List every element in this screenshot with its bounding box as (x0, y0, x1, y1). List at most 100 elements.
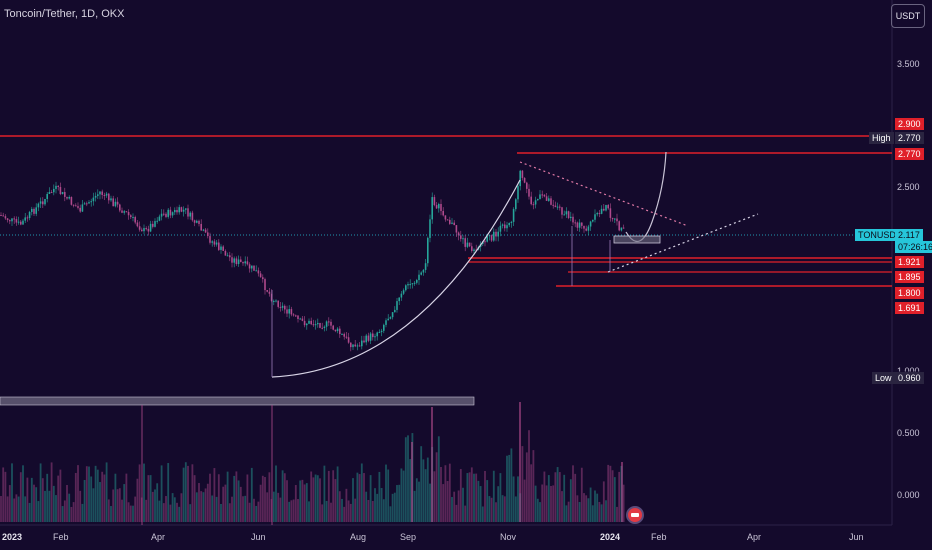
volume-bar (63, 500, 66, 522)
candle-body (400, 293, 403, 298)
candle-body (317, 322, 319, 325)
candle-body (42, 201, 44, 205)
volume-bar (257, 501, 260, 522)
candle-body (79, 207, 81, 212)
high-value: 2.770 (895, 132, 924, 144)
candle-body (350, 342, 352, 348)
candle-body (402, 290, 405, 294)
volume-bar (237, 480, 240, 522)
volume-bar (158, 500, 161, 522)
volume-bar (415, 478, 418, 522)
volume-bar (433, 471, 436, 522)
volume-bar (341, 498, 343, 522)
volume-bar (145, 499, 148, 522)
candle-body (358, 345, 361, 347)
candle-body (138, 226, 141, 230)
candle-body (259, 273, 262, 278)
volume-bar (479, 486, 482, 522)
volume-bar (127, 502, 130, 522)
projection-curve[interactable] (625, 151, 667, 242)
candle-body (429, 219, 431, 238)
volume-bar (228, 503, 231, 522)
volume-bar (239, 486, 242, 522)
candle-body (339, 328, 341, 335)
volume-bar (477, 480, 480, 522)
candle-body (308, 320, 310, 324)
volume-bar (286, 480, 288, 522)
volume-bar (165, 496, 167, 522)
volume-bar (618, 471, 621, 522)
candle-body (611, 217, 614, 220)
volume-bar (332, 470, 335, 522)
volume-bar (110, 506, 112, 522)
candle-body (127, 212, 130, 216)
volume-bar (512, 476, 515, 522)
volume-bar (231, 496, 233, 522)
candle-body (229, 255, 231, 258)
volume-bar (116, 489, 119, 522)
current-range-box[interactable] (613, 235, 661, 244)
candle-body (94, 195, 97, 198)
ascending-trendline[interactable] (607, 213, 759, 273)
volume-bar (594, 490, 596, 522)
candle-body (376, 332, 378, 337)
candle-body (286, 309, 288, 314)
candle-body (310, 320, 312, 325)
horizontal-range-bar[interactable] (0, 396, 475, 406)
volume-bar (451, 497, 453, 522)
price-tag-1691: 1.691 (895, 302, 924, 314)
volume-bar (525, 452, 528, 522)
candle-body (22, 220, 24, 225)
candle-body (618, 221, 620, 231)
candle-body (257, 270, 260, 274)
candle-body (427, 237, 429, 264)
volume-bar (96, 469, 99, 522)
candle-body (600, 208, 603, 214)
candle-body (581, 222, 583, 226)
candle-body (68, 197, 70, 199)
candle-body (207, 232, 209, 237)
candle-body (99, 191, 101, 195)
candle-body (356, 345, 359, 347)
candle-body (314, 324, 317, 326)
volume-bar (602, 481, 605, 522)
descending-trendline[interactable] (519, 161, 689, 227)
volume-bar (46, 473, 49, 522)
candle-body (435, 205, 438, 209)
candle-body (70, 197, 73, 205)
volume-bar (605, 500, 607, 522)
volume-bar (316, 475, 319, 522)
candle-body (284, 305, 286, 310)
candle-body (101, 191, 103, 195)
volume-bar (495, 502, 497, 522)
time-axis-label: Aug (350, 532, 367, 542)
volume-bar (530, 464, 533, 522)
candle-body (457, 232, 460, 236)
volume-bar (598, 501, 601, 522)
price-tag-1921: 1.921 (895, 256, 924, 268)
volume-bar (371, 500, 374, 522)
candle-body (468, 242, 471, 247)
candle-body (176, 209, 178, 213)
candle-body (264, 279, 266, 291)
rounding-bottom-curve[interactable] (271, 179, 521, 378)
volume-bar (475, 473, 478, 522)
volume-bar (600, 504, 603, 522)
candle-body (416, 280, 418, 283)
volume-bar (299, 480, 302, 522)
volume-bar (400, 468, 403, 522)
country-flag-icon[interactable] (626, 506, 644, 524)
volume-bar (539, 502, 541, 522)
candle-body (592, 219, 594, 222)
volume-bar (2, 467, 5, 522)
currency-selector[interactable]: USDT (891, 4, 925, 28)
candle-body (572, 216, 574, 223)
candle-body (123, 211, 125, 213)
candle-body (334, 329, 337, 332)
candle-body (0, 215, 2, 216)
candle-body (323, 326, 326, 329)
volume-bar (609, 465, 612, 522)
candle-body (570, 216, 572, 218)
volume-bar (206, 483, 209, 522)
